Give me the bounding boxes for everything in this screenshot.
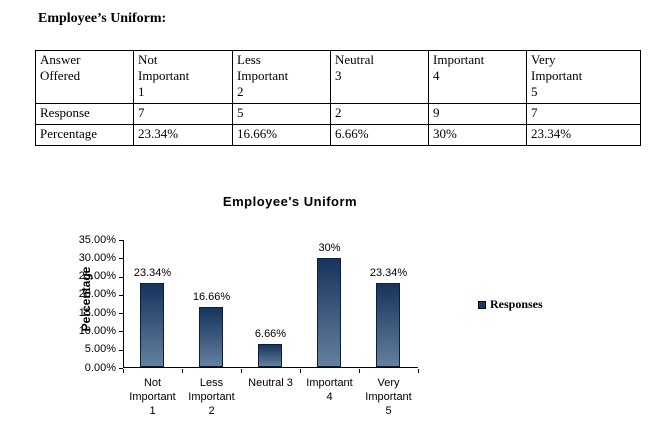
y-tick-mark — [119, 294, 123, 296]
table-header-cell: Not Important 1 — [133, 50, 233, 104]
table-header-cell: Very Important 5 — [526, 50, 641, 104]
row-label-cell: Percentage — [35, 124, 134, 146]
table-header-cell: Answer Offered — [35, 50, 134, 104]
table-row-percentage: Percentage 23.34% 16.66% 6.66% 30% 23.34… — [35, 124, 641, 146]
y-tick-label: 0.00% — [84, 361, 116, 374]
bar — [257, 343, 282, 367]
table-cell: 30% — [428, 124, 527, 146]
x-tick-mark — [300, 369, 301, 373]
y-tick-label: 10.00% — [78, 324, 116, 337]
y-tick-label: 20.00% — [78, 288, 116, 301]
chart-legend: Responses — [478, 297, 543, 312]
x-tick-mark — [418, 369, 419, 373]
table-header-cell: Neutral 3 — [330, 50, 429, 104]
legend-swatch-icon — [478, 300, 486, 309]
x-tick-mark — [123, 369, 124, 373]
x-category-label: Not Important 1 — [129, 377, 176, 417]
table-cell: 23.34% — [133, 124, 233, 146]
bar-data-label: 23.34% — [133, 266, 172, 279]
row-label-cell: Response — [35, 103, 134, 125]
y-tick-mark — [119, 349, 123, 351]
bar — [375, 282, 400, 367]
table-cell: 16.66% — [232, 124, 331, 146]
table-cell: 2 — [330, 103, 429, 125]
answers-table: Answer Offered Not Important 1 Less Impo… — [35, 50, 641, 146]
x-category-label: Important 4 — [306, 377, 353, 403]
bar-data-label: 6.66% — [254, 327, 287, 340]
x-tick-mark — [182, 369, 183, 373]
x-category-label: Very Important 5 — [365, 377, 412, 417]
y-tick-label: 15.00% — [78, 306, 116, 319]
table-header-cell: Important 4 — [428, 50, 527, 104]
y-tick-mark — [119, 331, 123, 333]
table-cell: 7 — [526, 103, 641, 125]
bar — [139, 282, 164, 367]
y-tick-mark — [119, 258, 123, 260]
legend-label: Responses — [490, 297, 543, 311]
x-tick-mark — [359, 369, 360, 373]
y-tick-mark — [119, 368, 123, 369]
x-category-label: Less Important 2 — [188, 377, 235, 417]
table-cell: 23.34% — [526, 124, 641, 146]
document-heading: Employee’s Uniform: — [38, 11, 167, 26]
table-cell: 9 — [428, 103, 527, 125]
table-header-row: Answer Offered Not Important 1 Less Impo… — [35, 50, 641, 104]
table-cell: 6.66% — [330, 124, 429, 146]
y-tick-label: 35.00% — [78, 233, 116, 246]
y-tick-mark — [119, 276, 123, 278]
bar-data-label: 23.34% — [369, 266, 408, 279]
y-tick-mark — [119, 240, 123, 241]
bar-data-label: 16.66% — [192, 291, 231, 304]
table-row-response: Response 7 5 2 9 7 — [35, 103, 641, 125]
bar — [198, 307, 223, 367]
y-tick-mark — [119, 313, 123, 315]
table-cell: 5 — [232, 103, 331, 125]
y-tick-label: 25.00% — [78, 270, 116, 283]
y-tick-label: 5.00% — [84, 343, 116, 356]
x-tick-mark — [241, 369, 242, 373]
chart-title: Employee's Uniform — [222, 194, 358, 209]
plot-area — [123, 240, 418, 368]
y-tick-label: 30.00% — [78, 251, 116, 264]
x-category-label: Neutral 3 — [248, 377, 293, 389]
bar-data-label: 30% — [318, 242, 341, 255]
table-cell: 7 — [133, 103, 233, 125]
bar — [316, 258, 341, 367]
table-header-cell: Less Important 2 — [232, 50, 331, 104]
bar-chart: Employee's Uniform Percentage 0.00% 5.00%… — [55, 188, 585, 438]
